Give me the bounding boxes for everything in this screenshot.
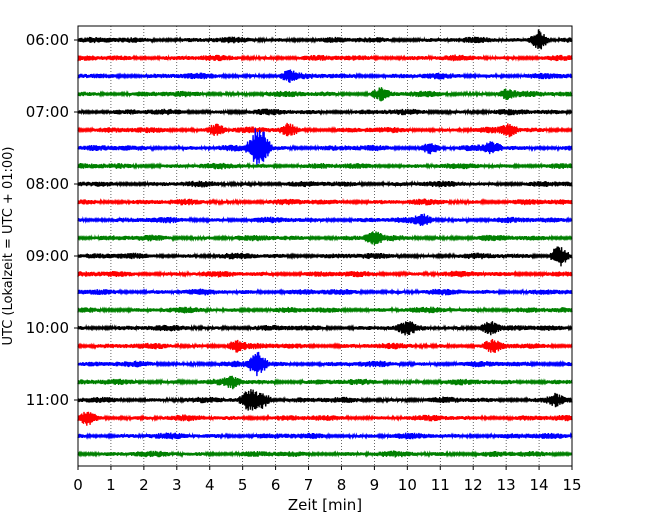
trace-row-1000 bbox=[77, 321, 573, 336]
x-tick-label: 0 bbox=[73, 476, 83, 494]
trace-row-0830 bbox=[77, 213, 573, 227]
x-tick-label: 4 bbox=[205, 476, 215, 494]
trace-row-0645 bbox=[77, 87, 573, 102]
trace-row-1045 bbox=[77, 375, 573, 390]
trace-row-0800 bbox=[77, 180, 573, 189]
trace-row-0615 bbox=[77, 54, 573, 63]
trace-row-1030 bbox=[77, 351, 573, 377]
trace-row-0715 bbox=[77, 122, 573, 138]
trace-row-1145 bbox=[77, 450, 573, 459]
y-tick-label: 06:00 bbox=[26, 31, 69, 49]
trace-row-1130 bbox=[77, 431, 573, 441]
y-tick-label: 07:00 bbox=[26, 103, 69, 121]
trace-row-0915 bbox=[77, 269, 573, 278]
trace-row-1115 bbox=[77, 411, 573, 426]
y-tick-label: 09:00 bbox=[26, 247, 69, 265]
y-tick-label: 10:00 bbox=[26, 319, 69, 337]
x-tick-label: 15 bbox=[562, 476, 581, 494]
x-axis-label: Zeit [min] bbox=[288, 496, 362, 514]
plot-frame bbox=[77, 25, 573, 467]
trace-row-0900 bbox=[77, 246, 573, 267]
trace-row-1100 bbox=[77, 389, 573, 411]
x-tick-label: 11 bbox=[431, 476, 450, 494]
x-tick-label: 10 bbox=[398, 476, 417, 494]
x-tick-label: 6 bbox=[271, 476, 281, 494]
trace-row-0730 bbox=[77, 128, 573, 167]
x-tick-label: 14 bbox=[530, 476, 549, 494]
x-tick-label: 7 bbox=[304, 476, 314, 494]
x-tick-label: 9 bbox=[370, 476, 380, 494]
trace-row-0600 bbox=[77, 29, 573, 50]
x-tick-label: 3 bbox=[172, 476, 182, 494]
trace-row-1015 bbox=[77, 338, 573, 353]
x-tick-label: 1 bbox=[106, 476, 116, 494]
trace-row-0630 bbox=[77, 69, 573, 83]
seismic-traces bbox=[77, 29, 573, 459]
x-tick-label: 8 bbox=[337, 476, 347, 494]
y-axis-label: UTC (Lokalzeit = UTC + 01:00) bbox=[1, 147, 16, 346]
vertical-gridlines bbox=[110, 26, 540, 466]
x-tick-label: 12 bbox=[464, 476, 483, 494]
y-tick-label: 11:00 bbox=[26, 391, 69, 409]
trace-row-0930 bbox=[77, 287, 573, 296]
x-tick-label: 13 bbox=[497, 476, 516, 494]
y-tick-label: 08:00 bbox=[26, 175, 69, 193]
trace-row-0815 bbox=[77, 197, 573, 206]
trace-row-0700 bbox=[77, 107, 573, 117]
x-axis-ticks: 0 1 2 3 4 5 6 7 8 9 10 11 12 13 14 15 bbox=[73, 466, 582, 494]
trace-row-0945 bbox=[77, 306, 573, 314]
x-tick-label: 2 bbox=[139, 476, 149, 494]
trace-row-0745 bbox=[77, 162, 573, 170]
y-axis-ticks: 06:00 07:00 08:00 09:00 10:00 11:00 bbox=[26, 31, 78, 409]
trace-row-0845 bbox=[77, 231, 573, 246]
x-tick-label: 5 bbox=[238, 476, 248, 494]
